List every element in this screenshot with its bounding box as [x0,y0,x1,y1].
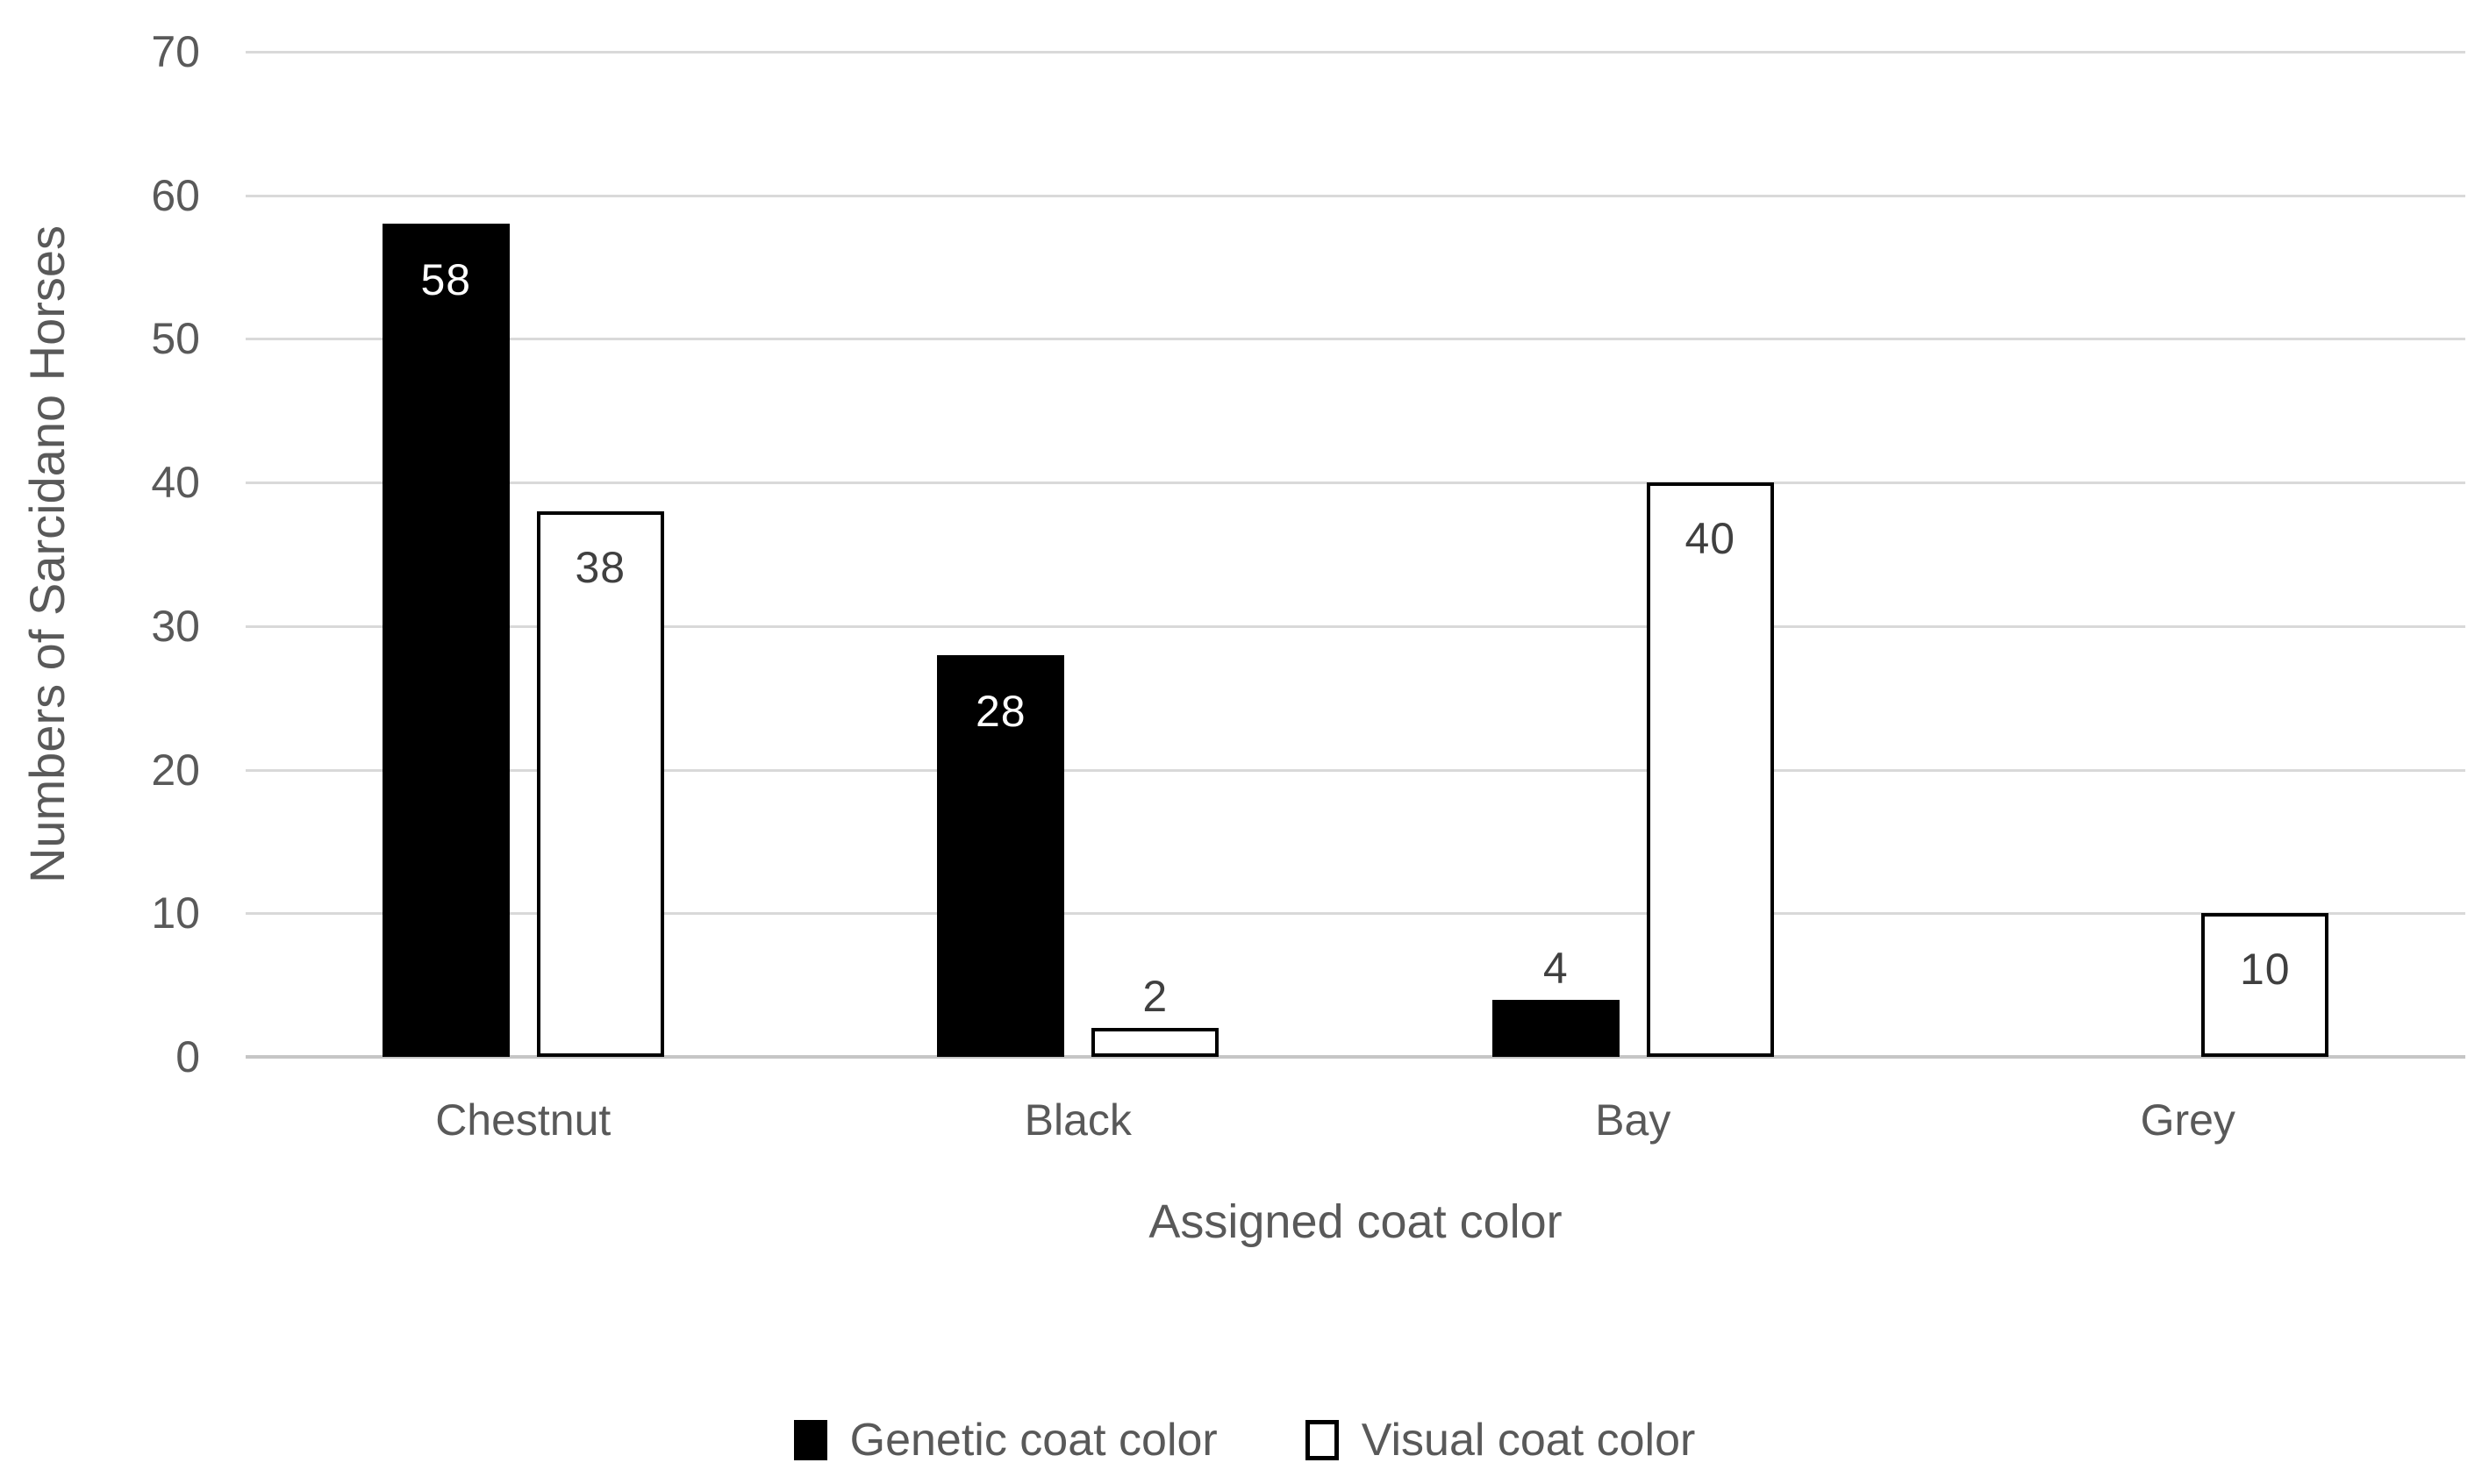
genetic-series-swatch-icon [793,1420,827,1460]
data-label-genetic-chestnut: 58 [420,255,472,305]
gridline-y30 [246,624,2465,628]
x-category-label-chestnut: Chestnut [435,1095,612,1145]
x-axis-line [246,1055,2465,1059]
bar-genetic-chestnut [382,224,510,1057]
legend-entry-visual: Visual coat color [1305,1414,1696,1466]
data-label-visual-chestnut: 38 [575,542,626,592]
bar-visual-chestnut [536,510,664,1057]
gridline-y40 [246,482,2465,485]
legend-label-genetic: Genetic coat color [849,1415,1218,1466]
y-tick-label-10: 10 [151,888,200,938]
legend-label-visual: Visual coat color [1361,1415,1696,1466]
bar-genetic-black [937,654,1065,1057]
y-tick-label-20: 20 [151,745,200,795]
legend: Genetic coat color Visual coat color [0,1414,2489,1466]
plot-area: 58 38 28 2 4 40 10 [246,51,2465,1059]
data-label-visual-black: 2 [1142,972,1169,1022]
data-label-genetic-bay: 4 [1542,943,1569,993]
y-axis-tick-labels: 0 10 20 30 40 50 60 70 [0,0,200,1484]
y-tick-label-30: 30 [151,601,200,651]
gridline-y10 [246,912,2465,916]
x-category-label-bay: Bay [1595,1095,1671,1145]
gridline-y20 [246,768,2465,772]
gridline-y50 [246,338,2465,341]
y-tick-label-50: 50 [151,314,200,364]
bar-visual-grey [2201,913,2329,1057]
bar-visual-black [1091,1028,1219,1057]
y-tick-label-40: 40 [151,458,200,508]
data-label-visual-grey: 10 [2239,945,2291,995]
legend-entry-genetic: Genetic coat color [793,1414,1218,1466]
y-tick-label-0: 0 [175,1032,200,1081]
visual-series-swatch-icon [1305,1420,1339,1460]
x-axis-title: Assigned coat color [1148,1195,1563,1248]
data-label-visual-bay: 40 [1684,514,1736,564]
bar-genetic-bay [1491,999,1620,1057]
gridline-y70 [246,51,2465,54]
y-tick-label-60: 60 [151,170,200,220]
x-category-label-black: Black [1024,1095,1132,1145]
data-label-genetic-black: 28 [975,686,1026,736]
bar-visual-bay [1646,482,1774,1057]
y-tick-label-70: 70 [151,27,200,76]
x-category-label-grey: Grey [2140,1095,2235,1145]
gridline-y60 [246,194,2465,197]
